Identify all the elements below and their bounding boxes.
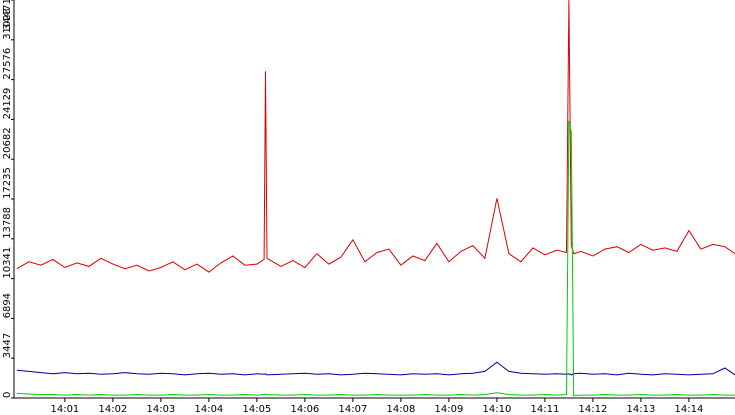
x-tick-label: 14:03 (146, 404, 175, 415)
y-tick-label: 0 (2, 392, 13, 398)
x-tick-label: 14:08 (386, 404, 415, 415)
x-tick-label: 14:04 (194, 404, 223, 415)
y-tick-label: 20682 (2, 127, 13, 159)
y-tick-label: 6894 (2, 293, 13, 318)
x-tick-label: 14:13 (627, 404, 656, 415)
x-tick-label: 14:11 (530, 404, 559, 415)
y-tick-label: 10341 (2, 247, 13, 279)
y-tick-label: 31023 (2, 8, 13, 40)
x-tick-label: 14:06 (290, 404, 319, 415)
x-tick-label: 14:05 (242, 404, 271, 415)
y-tick-label: 27576 (2, 48, 13, 80)
x-tick-label: 14:09 (434, 404, 463, 415)
x-tick-label: 14:10 (482, 404, 511, 415)
y-tick-label: 24129 (2, 88, 13, 120)
y-tick-label: 17235 (2, 167, 13, 199)
x-tick-label: 14:02 (98, 404, 127, 415)
x-tick-label: 14:07 (338, 404, 367, 415)
x-tick-label: 14:14 (675, 404, 704, 415)
y-tick-label: 13788 (2, 207, 13, 239)
x-tick-label: 14:12 (578, 404, 607, 415)
series-line (16, 361, 735, 376)
series-line (16, 120, 735, 397)
y-tick-label: 3447 (2, 333, 13, 358)
series-line (16, 0, 735, 273)
x-tick-label: 14:01 (50, 404, 79, 415)
y-tick-label: 34471 (2, 0, 13, 30)
